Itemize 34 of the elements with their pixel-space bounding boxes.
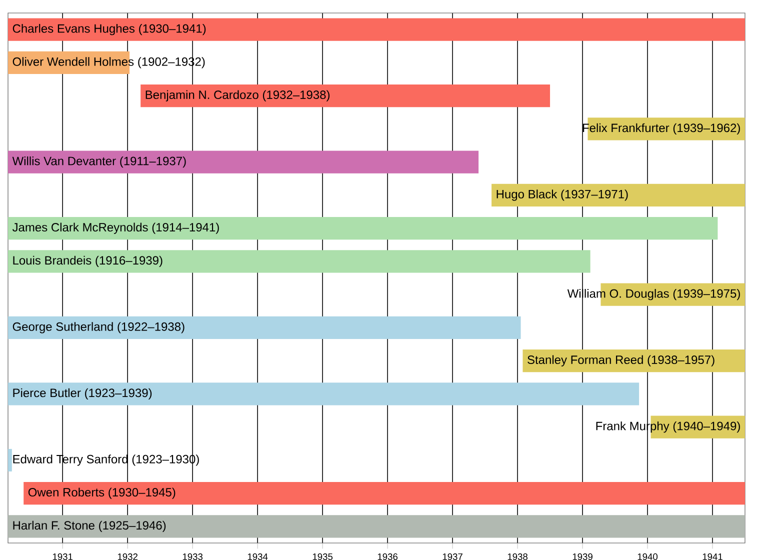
y-tick-label: Harlan F. Stone (1925–1946) <box>13 520 166 532</box>
y-tick-label: Pierce Butler (1923–1939) <box>13 388 152 400</box>
x-tick-label: 1941 <box>702 553 722 560</box>
x-tick-label: 1938 <box>508 553 528 560</box>
bar <box>492 184 745 206</box>
bar <box>140 84 550 108</box>
y-tick-label: James Clark McReynolds (1914–1941) <box>12 222 219 234</box>
y-tick-label: Owen Roberts (1930–1945) <box>28 488 176 499</box>
bar <box>8 150 479 174</box>
x-tick-label: 1939 <box>572 553 592 560</box>
x-tick-label: 1936 <box>378 553 398 560</box>
x-tick-label: 1935 <box>312 553 333 560</box>
bar <box>8 217 718 240</box>
bar <box>522 350 745 372</box>
x-tick-label: 1940 <box>638 553 658 560</box>
x-tick-label: 1934 <box>248 553 268 560</box>
y-tick-label: Louis Brandeis (1916–1939) <box>13 256 162 268</box>
bar <box>8 18 745 41</box>
y-tick-label: Benjamin N. Cardozo (1932–1938) <box>146 90 330 102</box>
bar <box>24 482 745 505</box>
x-tick-label: 1932 <box>118 553 138 560</box>
y-tick-label: Charles Evans Hughes (1930–1941) <box>12 24 206 36</box>
bar <box>8 448 12 472</box>
x-tick-label: 1933 <box>182 553 203 560</box>
x-tick-label: 1937 <box>442 553 462 560</box>
bar <box>8 515 745 538</box>
y-tick-label: Stanley Forman Reed (1938–1957) <box>528 355 714 366</box>
bar <box>8 250 590 273</box>
x-tick-label: 1931 <box>52 553 73 560</box>
y-tick-label: Hugo Black (1937–1971) <box>496 190 628 201</box>
y-tick-label: Willis Van Devanter (1911–1937) <box>12 156 186 168</box>
bar <box>8 316 521 339</box>
bar <box>8 382 640 406</box>
y-tick-label: George Sutherland (1922–1938) <box>12 322 184 334</box>
